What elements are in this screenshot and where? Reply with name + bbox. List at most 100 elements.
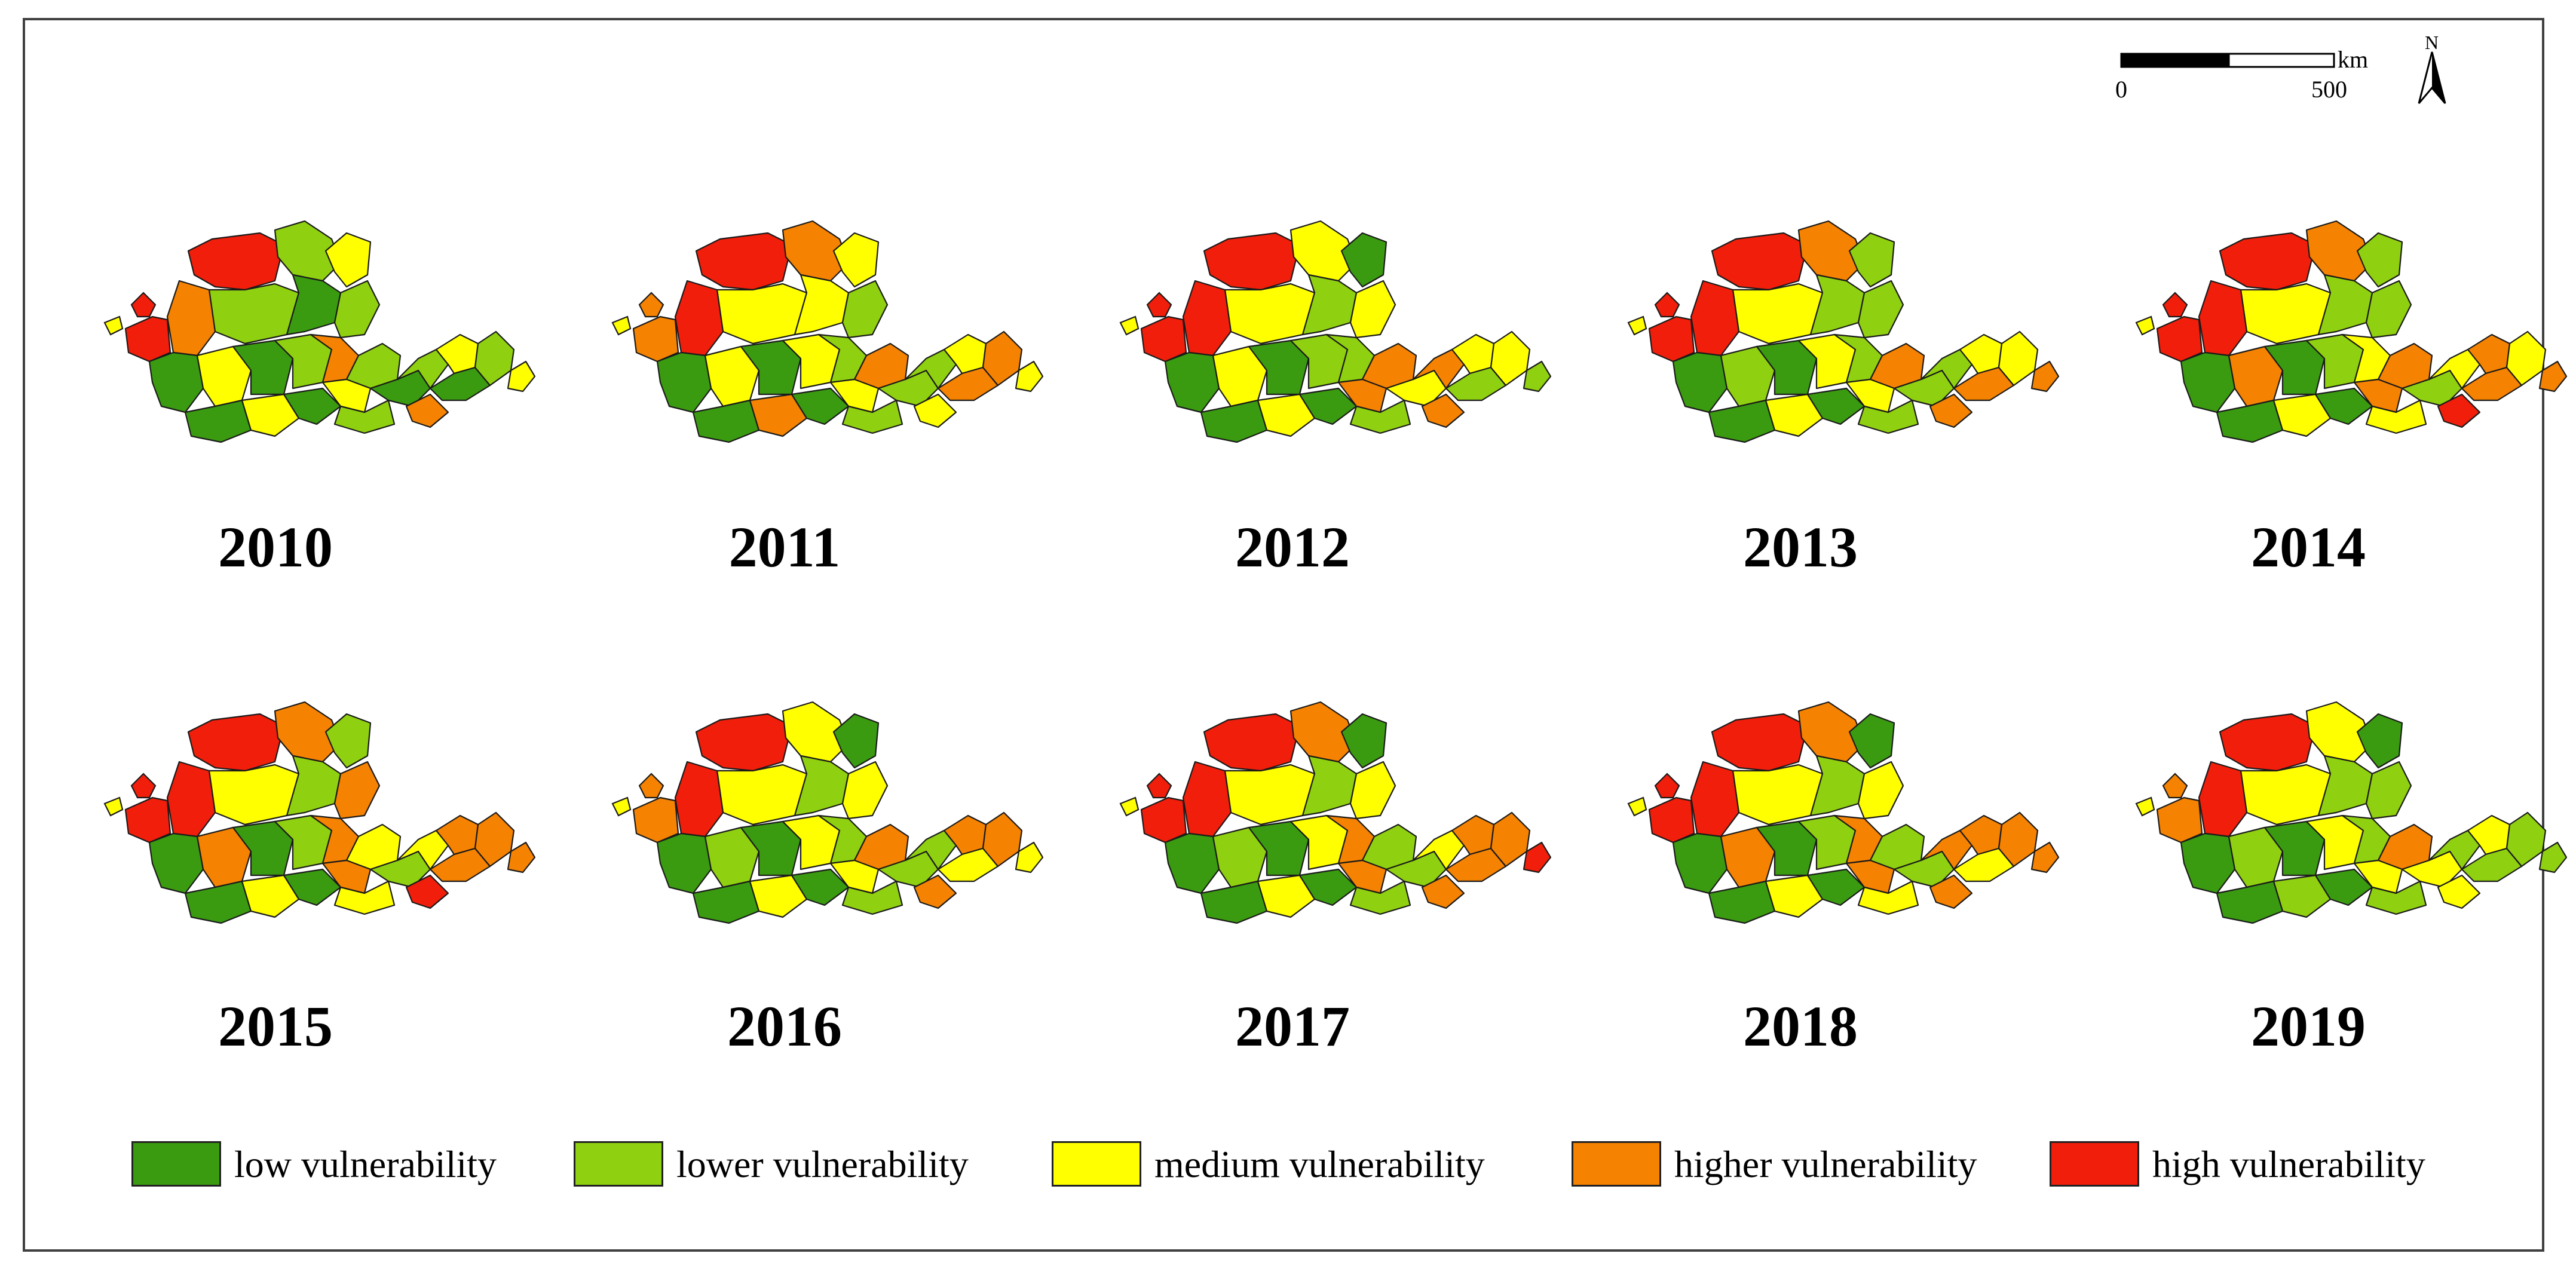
map-2017-region-5 — [1301, 755, 1358, 817]
map-2011-region-14 — [692, 399, 760, 443]
map-2016-region-24 — [1015, 841, 1044, 874]
map-2019-region-17 — [2353, 859, 2403, 894]
map-2016-region-8 — [656, 832, 712, 894]
map-2019-region-24 — [2538, 841, 2568, 874]
legend-label-higher: higher vulnerability — [1674, 1143, 1977, 1185]
legend-label-lower: lower vulnerability — [676, 1143, 969, 1185]
map-2019-region-2 — [2356, 713, 2403, 769]
map-2014-region-3 — [2240, 283, 2332, 345]
map-2012-region-24 — [1523, 360, 1552, 393]
map-2018-region-15 — [1765, 874, 1824, 918]
map-2016 — [611, 701, 1044, 924]
year-label-2015: 2015 — [218, 994, 333, 1058]
map-2015-region-18 — [333, 880, 396, 915]
map-2013-region-25 — [1929, 393, 1973, 428]
map-2014-region-6 — [2156, 315, 2203, 363]
year-label-2019: 2019 — [2251, 994, 2366, 1058]
map-2014-region-8 — [2180, 351, 2236, 413]
map-2014-region-5 — [2317, 274, 2373, 336]
map-2016-island-0 — [611, 796, 632, 817]
map-2015-region-17 — [321, 859, 372, 894]
map-2019-island-0 — [2135, 796, 2155, 817]
map-2019-region-5 — [2317, 755, 2373, 817]
map-2012-region-25 — [1421, 393, 1465, 428]
map-2011-region-7 — [841, 280, 889, 339]
scale-bar: km 0 500 — [2115, 48, 2371, 105]
map-2016-region-16 — [791, 868, 850, 906]
map-2015-region-14 — [184, 880, 252, 924]
map-2018-region-4 — [1690, 761, 1740, 838]
map-2018-island-1 — [1654, 773, 1680, 799]
map-2011-island-1 — [638, 292, 664, 318]
map-2011-region-1 — [782, 220, 850, 282]
map-2010-region-3 — [208, 283, 300, 345]
map-2014-region-15 — [2272, 393, 2332, 437]
map-2010-region-7 — [333, 280, 381, 339]
map-2017-region-2 — [1340, 713, 1387, 769]
year-label-2012: 2012 — [1235, 515, 1350, 579]
year-label-2010: 2010 — [218, 515, 333, 579]
map-2014-island-0 — [2135, 315, 2155, 336]
map-2012-region-15 — [1257, 393, 1316, 437]
legend-swatch-high — [2050, 1141, 2139, 1187]
map-2016-region-18 — [841, 880, 903, 915]
map-2017-region-8 — [1164, 832, 1220, 894]
map-2013-island-0 — [1627, 315, 1647, 336]
map-2011-island-0 — [611, 315, 632, 336]
map-2012-region-1 — [1289, 220, 1358, 282]
map-2011-region-8 — [656, 351, 712, 413]
map-2012-island-1 — [1146, 292, 1172, 318]
north-arrow: N — [2414, 33, 2450, 105]
map-2018-region-24 — [2030, 841, 2060, 874]
map-2015-region-5 — [286, 755, 342, 817]
map-2016-region-6 — [632, 796, 679, 844]
map-2014-region-1 — [2305, 220, 2373, 282]
year-label-2014: 2014 — [2251, 515, 2366, 579]
map-2017-island-0 — [1119, 796, 1140, 817]
map-2014-region-2 — [2356, 232, 2403, 288]
year-label-2016: 2016 — [727, 994, 842, 1058]
legend-swatch-low — [131, 1141, 221, 1187]
map-2015 — [103, 701, 536, 924]
map-2010-region-0 — [187, 232, 285, 291]
map-2012-region-5 — [1301, 274, 1358, 336]
map-2019-region-6 — [2156, 796, 2203, 844]
map-2010-region-24 — [507, 360, 536, 393]
map-2014-region-18 — [2365, 399, 2427, 434]
map-2013-region-17 — [1845, 378, 1895, 413]
map-2016-region-5 — [794, 755, 850, 817]
map-2017-island-1 — [1146, 773, 1172, 799]
map-2014-island-1 — [2162, 292, 2188, 318]
map-2010-island-0 — [103, 315, 124, 336]
map-2013-region-2 — [1848, 232, 1895, 288]
scale-end: 500 — [2311, 76, 2347, 103]
map-2017-region-15 — [1257, 874, 1316, 918]
map-2015-region-0 — [187, 713, 285, 772]
map-2015-region-8 — [148, 832, 204, 894]
map-2014-region-16 — [2314, 387, 2373, 425]
map-2013-region-14 — [1708, 399, 1776, 443]
map-2016-island-1 — [638, 773, 664, 799]
map-2018 — [1627, 701, 2060, 924]
legend-swatch-lower — [574, 1141, 663, 1187]
year-label-2018: 2018 — [1743, 994, 1858, 1058]
map-2017-region-17 — [1337, 859, 1387, 894]
map-2014-region-14 — [2216, 399, 2284, 443]
map-2016-region-14 — [692, 880, 760, 924]
map-2012-region-3 — [1224, 283, 1316, 345]
map-2010-region-15 — [241, 393, 300, 437]
map-2011-region-18 — [841, 399, 903, 434]
map-2014-region-25 — [2437, 393, 2481, 428]
map-2012-region-18 — [1349, 399, 1411, 434]
map-2015-island-0 — [103, 796, 124, 817]
map-2015-island-1 — [130, 773, 157, 799]
map-2016-region-0 — [695, 713, 793, 772]
map-2013-region-18 — [1857, 399, 1919, 434]
map-2018-region-25 — [1929, 874, 1973, 909]
map-2019-region-15 — [2272, 874, 2332, 918]
map-2013-region-5 — [1809, 274, 1866, 336]
map-2011-region-6 — [632, 315, 679, 363]
map-2017-region-1 — [1289, 701, 1358, 763]
map-2017-region-25 — [1421, 874, 1465, 909]
